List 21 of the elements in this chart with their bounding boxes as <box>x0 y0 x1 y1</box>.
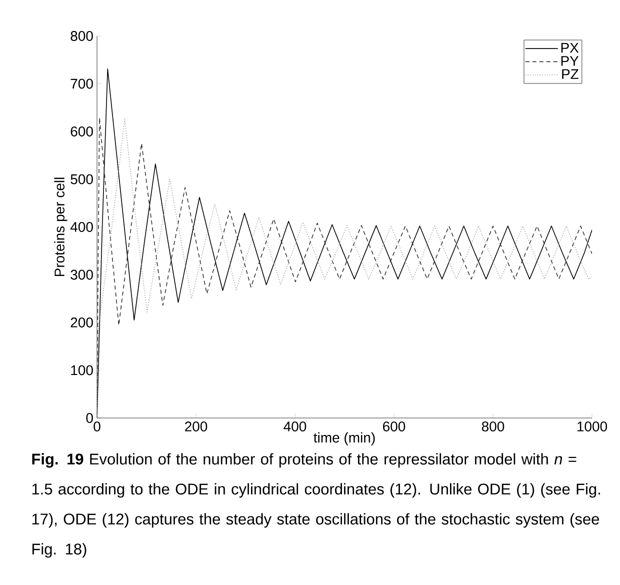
y-tick-label: 200 <box>70 318 93 328</box>
x-axis-title: time (min) <box>314 432 375 446</box>
y-tick-label: 800 <box>70 31 93 41</box>
y-tick-label: 300 <box>70 270 93 280</box>
x-tick-label: 200 <box>185 422 208 432</box>
y-tick-label: 500 <box>70 174 93 184</box>
x-tick-label: 600 <box>383 422 406 432</box>
x-tick-label: 800 <box>482 422 504 432</box>
y-tick-label: 0 <box>86 413 93 423</box>
legend-label: PY <box>561 56 579 66</box>
text: Fig. 19 Evolution of the number of proteins of the repressilator model with n = 1.5 according to the ODE in cylindrical coordinates (12). Unlike ODE (1) (see Fig. 17), ODE (12) captures the steady state oscillations of the stochastic system (see Fig. 18) <box>32 453 600 558</box>
legend-label: PZ <box>562 69 578 79</box>
y-tick-label: 400 <box>70 222 93 232</box>
y-tick-label: 100 <box>71 365 93 376</box>
legend-label: PX <box>561 43 579 53</box>
y-axis-title: Proteins per cell <box>54 178 68 276</box>
x-tick-label: 1000 <box>578 422 608 432</box>
y-tick-label: 600 <box>70 126 93 136</box>
x-tick-label: 0 <box>94 422 100 432</box>
x-tick-label: 400 <box>284 422 306 432</box>
y-tick-label: 700 <box>70 78 93 89</box>
